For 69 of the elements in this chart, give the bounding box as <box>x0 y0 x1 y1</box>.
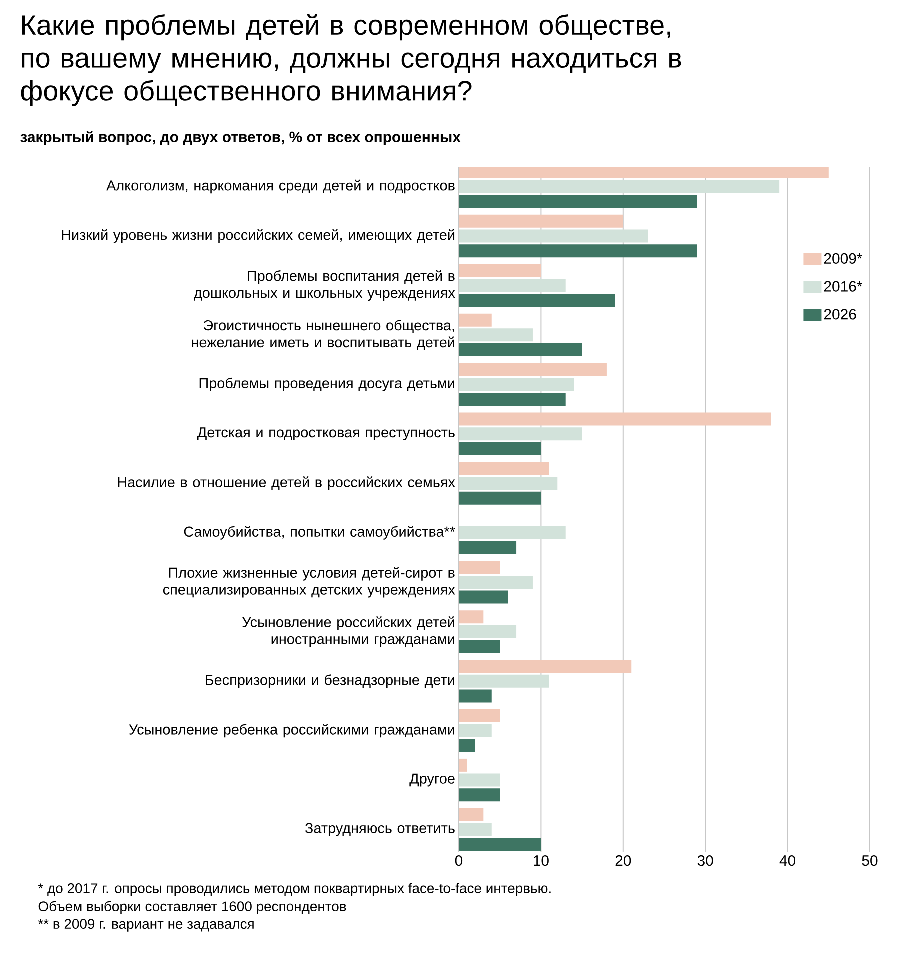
bar <box>458 428 582 441</box>
legend-label: 2016* <box>824 281 863 292</box>
y-tick-label: Другое <box>410 774 455 787</box>
y-tick-label: Усыновление ребенка российскими гражданами <box>129 724 454 738</box>
bar <box>458 774 500 787</box>
x-tick-label: 20 <box>616 856 632 866</box>
bar <box>458 739 476 752</box>
bar <box>458 590 508 604</box>
text: Объем выборки составляет 1600 респондентов <box>38 901 346 914</box>
bar <box>458 674 550 688</box>
text: * до 2017 г. опросы проводились методом поквартирных face-to-face интервью. <box>38 883 551 896</box>
y-tick-label: Плохие жизненные условия детей-сирот в специализированных детских учреждениях <box>163 567 456 598</box>
bar <box>458 838 542 852</box>
bar <box>458 195 698 208</box>
y-tick-label: Самоубийства, попытки самоубийства** <box>184 526 456 540</box>
x-tick-label: 0 <box>455 856 463 866</box>
bar <box>458 343 582 356</box>
text: ** в 2009 г. вариант не задавался <box>38 919 254 932</box>
bar <box>458 279 566 292</box>
y-tick-label: Усыновление российских детей иностранными гражданами <box>242 616 454 648</box>
chart-title: Какие проблемы детей в современном обществе, по вашему мнению, должны сегодня находиться в фокусе общественного внимания? <box>21 14 682 106</box>
x-tick-label: 40 <box>780 856 796 866</box>
y-tick-label: Детская и подростковая преступность <box>197 428 455 441</box>
bar <box>458 392 566 406</box>
bar <box>458 314 492 327</box>
legend-label: 2009* <box>824 253 863 264</box>
x-tick-label: 50 <box>862 856 878 866</box>
x-tick-label: 10 <box>534 856 549 866</box>
bar <box>458 328 533 342</box>
bar <box>458 492 542 505</box>
bar <box>458 808 484 822</box>
text: закрытый вопрос, до двух ответов, % от всех опрошенных <box>20 131 461 146</box>
bar <box>458 477 558 490</box>
y-tick-label: Низкий уровень жизни российских семей, имеющих детей <box>62 229 455 244</box>
bar <box>458 166 829 178</box>
bar <box>458 363 607 376</box>
bar <box>458 230 648 243</box>
bar <box>458 788 500 802</box>
bar <box>458 244 698 258</box>
bar <box>458 526 566 540</box>
bar <box>458 442 542 456</box>
y-tick-label: Затрудняюсь ответить <box>305 823 455 836</box>
y-tick-label: Эгоистичность нынешнего общества, нежелание иметь и воспитывать детей <box>192 320 454 350</box>
bar <box>458 294 616 308</box>
bar <box>458 180 780 194</box>
bar <box>458 610 484 624</box>
x-tick-label: 30 <box>698 856 714 866</box>
bar <box>458 758 468 772</box>
bar <box>458 576 533 589</box>
bar <box>458 462 550 476</box>
bar <box>458 214 624 228</box>
y-tick-label: Насилие в отношение детей в российских семьях <box>118 476 456 490</box>
bar <box>458 561 500 574</box>
y-tick-label: Проблемы воспитания детей в дошкольных и школьных учреждениях <box>194 270 456 302</box>
bar <box>458 378 574 392</box>
bar <box>458 412 772 426</box>
bar <box>458 709 500 722</box>
bar <box>458 625 517 638</box>
bar <box>458 660 632 674</box>
y-tick-label: Беспризорники и безнадзорные дети <box>206 674 454 688</box>
bar <box>458 541 517 554</box>
bar <box>458 724 492 738</box>
bar <box>458 690 492 703</box>
bar <box>458 823 492 836</box>
bar <box>458 264 542 278</box>
y-tick-label: Проблемы проведения досуга детьми <box>200 378 454 392</box>
y-tick-label: Алкоголизм, наркомания среди детей и подростков <box>106 180 455 194</box>
legend-label: 2026 <box>824 309 856 320</box>
bar <box>458 640 500 654</box>
